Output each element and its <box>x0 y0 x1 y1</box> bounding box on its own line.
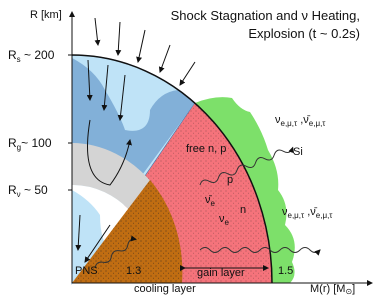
gain-label: gain layer <box>197 267 245 279</box>
x-label: M(r) [M⊙] <box>310 283 355 296</box>
y-label: R [km] <box>30 9 62 21</box>
neutrino-label: νe,μ,τ ,ν̄e,μ,τ <box>282 206 333 220</box>
region-label: p <box>227 174 233 186</box>
pns-label: PNS <box>75 265 98 277</box>
radius-label: Rs ~ 200 <box>8 48 55 64</box>
radius-label: Rg~ 100 <box>8 136 52 152</box>
radius-label: Rν ~ 50 <box>8 183 48 199</box>
mass-label: 1.3 <box>126 265 141 277</box>
region-label: Si <box>293 146 303 158</box>
diagram: Shock Stagnation and ν Heating, Explosio… <box>0 0 379 296</box>
region-label: n <box>240 204 246 216</box>
cooling-label: cooling layer <box>134 283 196 295</box>
title: Explosion (t ~ 0.2s) <box>248 26 360 41</box>
neutrino-label: νe,μ,τ ,ν̄e,μ,τ <box>275 114 326 128</box>
mass-label: 1.5 <box>278 265 293 277</box>
region-label: free n, p <box>186 143 226 155</box>
title: Shock Stagnation and ν Heating, <box>171 8 360 23</box>
